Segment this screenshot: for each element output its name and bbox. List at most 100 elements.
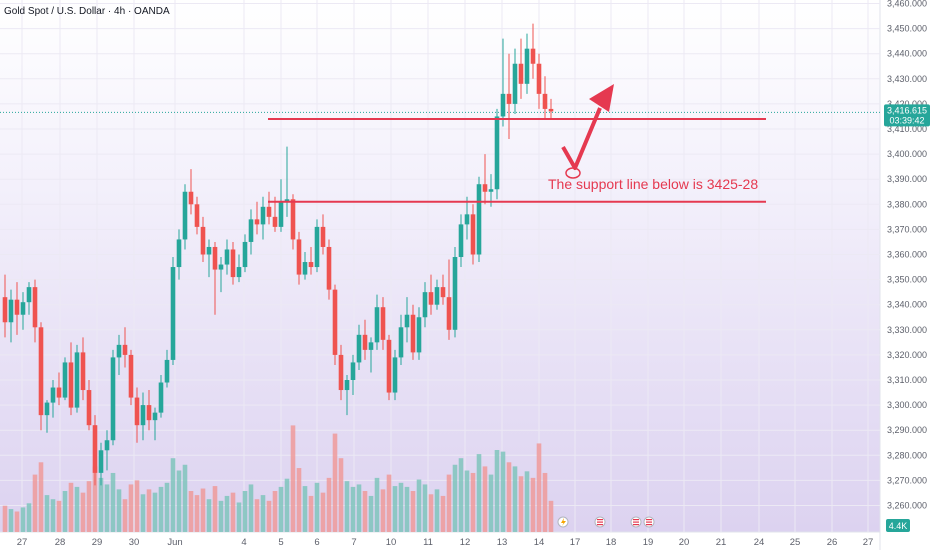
candle-body — [176, 239, 182, 268]
candle-body — [548, 108, 554, 112]
candle-body — [344, 380, 350, 391]
volume-bar — [416, 479, 422, 532]
candle-body — [74, 352, 80, 408]
time-tick-label: 27 — [17, 537, 28, 548]
volume-bar — [14, 511, 20, 532]
volume-bar — [272, 491, 278, 532]
candle-body — [272, 216, 278, 227]
volume-bar — [350, 486, 356, 532]
volume-bar — [260, 495, 266, 532]
volume-bar — [104, 484, 110, 532]
volume-bar — [68, 482, 74, 532]
price-tick-label: 3,310.000 — [887, 375, 927, 385]
candles — [2, 23, 554, 486]
candle-body — [404, 314, 410, 328]
candle-body — [518, 63, 524, 84]
candle-body — [248, 219, 254, 242]
candle-body — [50, 387, 56, 403]
us-flag-event-icon-stripe — [633, 521, 639, 523]
price-tick-label: 3,280.000 — [887, 450, 927, 460]
volume-bar — [458, 458, 464, 532]
volume-bar — [488, 474, 494, 532]
candle-body — [266, 206, 272, 217]
time-axis[interactable]: 27 28 29 30 Jun 4 5 6 7 10 11 12 13 14 17 18 19 20 21 24 25 2… — [17, 537, 874, 548]
candle-body — [260, 206, 266, 225]
candle-body — [308, 262, 314, 268]
time-tick-label: 19 — [643, 537, 654, 548]
candle-body — [482, 184, 488, 192]
candle-body — [332, 289, 338, 355]
bar-countdown: 03:39:42 — [889, 115, 924, 125]
candle-body — [230, 249, 236, 278]
volume-bar — [212, 486, 218, 532]
volume-bar — [284, 478, 290, 532]
volume-bar — [344, 481, 350, 532]
candle-body — [134, 397, 140, 426]
price-tick-label: 3,370.000 — [887, 224, 927, 234]
volume-bar — [548, 500, 554, 532]
candle-body — [374, 307, 380, 343]
price-tick-label: 3,400.000 — [887, 149, 927, 159]
price-axis[interactable]: 3,260.000 3,270.000 3,280.000 3,290.000 3,30… — [884, 0, 930, 532]
volume-bar — [512, 466, 518, 532]
candle-body — [80, 352, 86, 391]
volume-bar — [134, 480, 140, 532]
time-tick-label: 7 — [351, 537, 356, 548]
candle-body — [386, 339, 392, 393]
candle-body — [368, 342, 374, 350]
volume-bar — [230, 492, 236, 532]
volume-bar — [356, 484, 362, 532]
candle-body — [224, 249, 230, 265]
volume-bar — [404, 486, 410, 532]
volume-bar — [506, 462, 512, 532]
candle-body — [314, 226, 320, 268]
volume-bar — [374, 477, 380, 532]
us-flag-event-icon-stripe — [633, 519, 639, 521]
time-tick-label: 11 — [423, 537, 433, 548]
volume-bar — [332, 433, 338, 532]
time-tick-label: 30 — [129, 537, 140, 548]
time-tick-label: 27 — [863, 537, 874, 548]
volume-bar — [236, 502, 242, 532]
drawings: The support line below is 3425-28 — [268, 84, 766, 203]
volume-bar — [296, 468, 302, 532]
candle-body — [350, 362, 356, 380]
volume-bars — [2, 425, 554, 532]
candle-body — [410, 314, 416, 353]
candle-body — [356, 334, 362, 363]
us-flag-event-icon-stripe — [597, 519, 603, 521]
volume-bar — [428, 494, 434, 532]
candle-body — [170, 267, 176, 360]
volume-bar — [98, 477, 104, 532]
volume-bar — [440, 495, 446, 532]
time-tick-label: 26 — [827, 537, 838, 548]
candle-body — [140, 405, 146, 426]
volume-bar — [152, 492, 158, 532]
grid-lines — [0, 0, 880, 532]
volume-bar — [116, 489, 122, 532]
candle-body — [26, 287, 32, 303]
price-tick-label: 3,440.000 — [887, 49, 927, 59]
volume-bar — [92, 466, 98, 532]
candle-body — [338, 354, 344, 391]
candle-body — [530, 48, 536, 64]
time-tick-label: 17 — [570, 537, 581, 548]
volume-bar — [536, 443, 542, 532]
volume-bar — [206, 499, 212, 532]
candle-body — [524, 48, 530, 84]
candle-body — [398, 327, 404, 358]
volume-bar — [542, 472, 548, 532]
volume-bar — [20, 507, 26, 532]
candle-body — [476, 184, 482, 255]
time-axis-background — [0, 532, 932, 550]
volume-bar — [290, 425, 296, 532]
candle-body — [320, 226, 326, 247]
candle-body — [452, 257, 458, 330]
candle-body — [68, 362, 74, 408]
candle-body — [494, 116, 500, 190]
time-tick-label: Jun — [167, 537, 182, 548]
volume-bar — [194, 495, 200, 532]
projection-arrow-line — [561, 107, 602, 170]
